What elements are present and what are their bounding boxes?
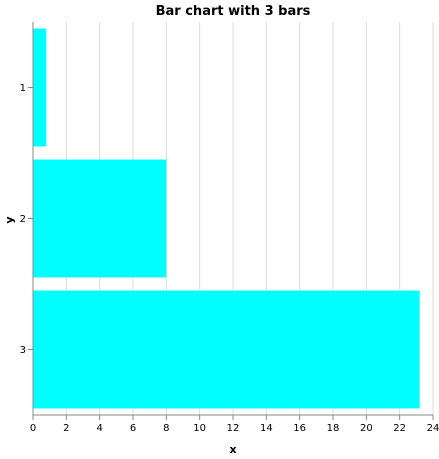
x-axis-ticks: 0 2 4 6 8 10 12 14 16 18 20 22 24 [30, 415, 439, 434]
x-tick-label: 22 [393, 423, 406, 434]
x-tick-label: 10 [193, 423, 206, 434]
x-tick-label: 8 [163, 423, 169, 434]
bar-2 [33, 159, 167, 278]
x-tick-label: 20 [360, 423, 373, 434]
y-axis-title: y [3, 216, 16, 223]
x-tick-label: 14 [260, 423, 273, 434]
x-tick-label: 16 [293, 423, 306, 434]
y-tick-label: 2 [20, 214, 26, 225]
x-tick-label: 0 [30, 423, 36, 434]
x-axis-title: x [229, 443, 236, 456]
x-tick-label: 4 [96, 423, 102, 434]
chart-title: Bar chart with 3 bars [156, 4, 311, 19]
x-tick-label: 12 [227, 423, 240, 434]
x-tick-label: 24 [427, 423, 439, 434]
x-tick-label: 6 [130, 423, 136, 434]
bar-3 [33, 290, 420, 409]
x-tick-label: 18 [327, 423, 340, 434]
bar-1 [33, 28, 47, 147]
bars [33, 28, 420, 409]
x-tick-label: 2 [63, 423, 69, 434]
y-axis-ticks: 1 2 3 [20, 83, 33, 356]
y-tick-label: 3 [20, 345, 26, 356]
y-tick-label: 1 [20, 83, 26, 94]
